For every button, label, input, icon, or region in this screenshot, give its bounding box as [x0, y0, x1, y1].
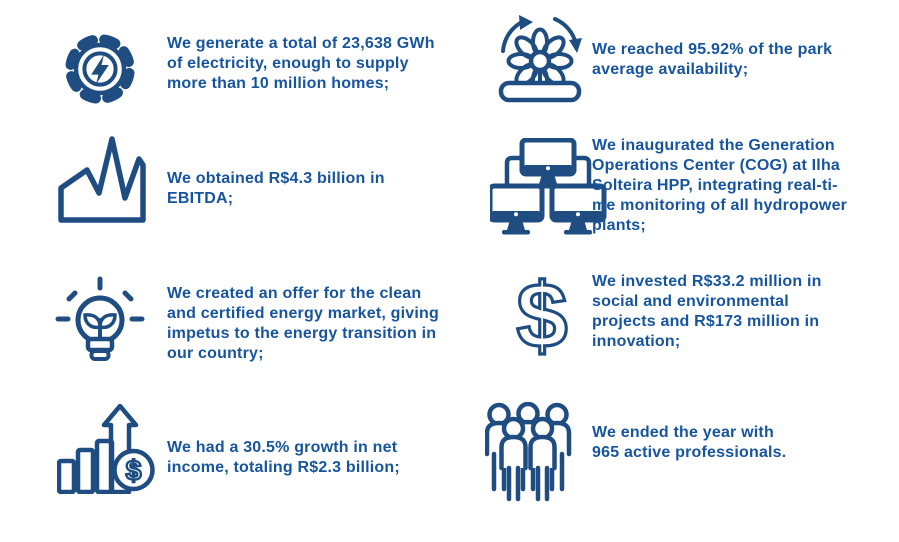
- highlight-line: and certified energy market, giving: [167, 305, 439, 322]
- highlight-line: We reached 95.92% of the park: [592, 41, 833, 58]
- highlight-line: innovation;: [592, 333, 681, 350]
- highlight-line: We obtained R$4.3 billion in: [167, 170, 385, 187]
- highlight-line: We invested R$33.2 million in: [592, 273, 822, 290]
- highlight-line: 965 active professionals.: [592, 444, 787, 461]
- bulb-sprout-icon: [55, 272, 145, 384]
- highlight-line: income, totaling R$2.3 billion;: [167, 459, 400, 476]
- highlight-line: We had a 30.5% growth in net: [167, 439, 398, 456]
- highlight-operations-center: We inaugurated the Generation Operations…: [592, 136, 847, 236]
- highlight-line: average availability;: [592, 61, 749, 78]
- highlight-line: more than 10 million homes;: [167, 75, 390, 92]
- highlight-generation: We generate a total of 23,638 GWh of ele…: [167, 34, 435, 94]
- svg-text:$: $: [516, 268, 567, 363]
- highlight-net-income: We had a 30.5% growth in net income, tot…: [167, 438, 400, 478]
- dollar-sign-icon: $: [512, 268, 572, 363]
- fan-turbine-icon: [495, 13, 585, 103]
- svg-text:$: $: [126, 455, 142, 486]
- highlight-line: of electricity, enough to supply: [167, 55, 409, 72]
- highlight-line: We ended the year with: [592, 424, 774, 441]
- highlight-line: plants;: [592, 217, 646, 234]
- highlight-ebitda: We obtained R$4.3 billion in EBITDA;: [167, 169, 385, 209]
- highlight-line: Solteira HPP, integrating real-ti-: [592, 177, 838, 194]
- highlight-line: our country;: [167, 345, 264, 362]
- highlight-investments: We invested R$33.2 million in social and…: [592, 272, 822, 352]
- growth-arrow-coin-icon: $: [57, 404, 155, 494]
- highlight-line: EBITDA;: [167, 190, 234, 207]
- highlight-line: We inaugurated the Generation: [592, 137, 835, 154]
- highlight-line: Operations Center (COG) at Ilha: [592, 157, 841, 174]
- monitors-network-icon: [490, 138, 608, 238]
- highlight-professionals: We ended the year with 965 active profes…: [592, 423, 786, 463]
- chart-peak-icon: [57, 132, 147, 224]
- highlight-clean-energy: We created an offer for the clean and ce…: [167, 284, 439, 364]
- highlight-line: projects and R$173 million in: [592, 313, 820, 330]
- highlight-line: impetus to the energy transition in: [167, 325, 437, 342]
- highlight-availability: We reached 95.92% of the park average av…: [592, 40, 832, 80]
- gear-lightning-icon: [60, 28, 140, 110]
- highlight-line: social and environmental: [592, 293, 789, 310]
- highlight-line: We generate a total of 23,638 GWh: [167, 35, 435, 52]
- highlight-line: me monitoring of all hydropower: [592, 197, 848, 214]
- people-group-icon: [485, 402, 577, 502]
- highlight-line: We created an offer for the clean: [167, 285, 422, 302]
